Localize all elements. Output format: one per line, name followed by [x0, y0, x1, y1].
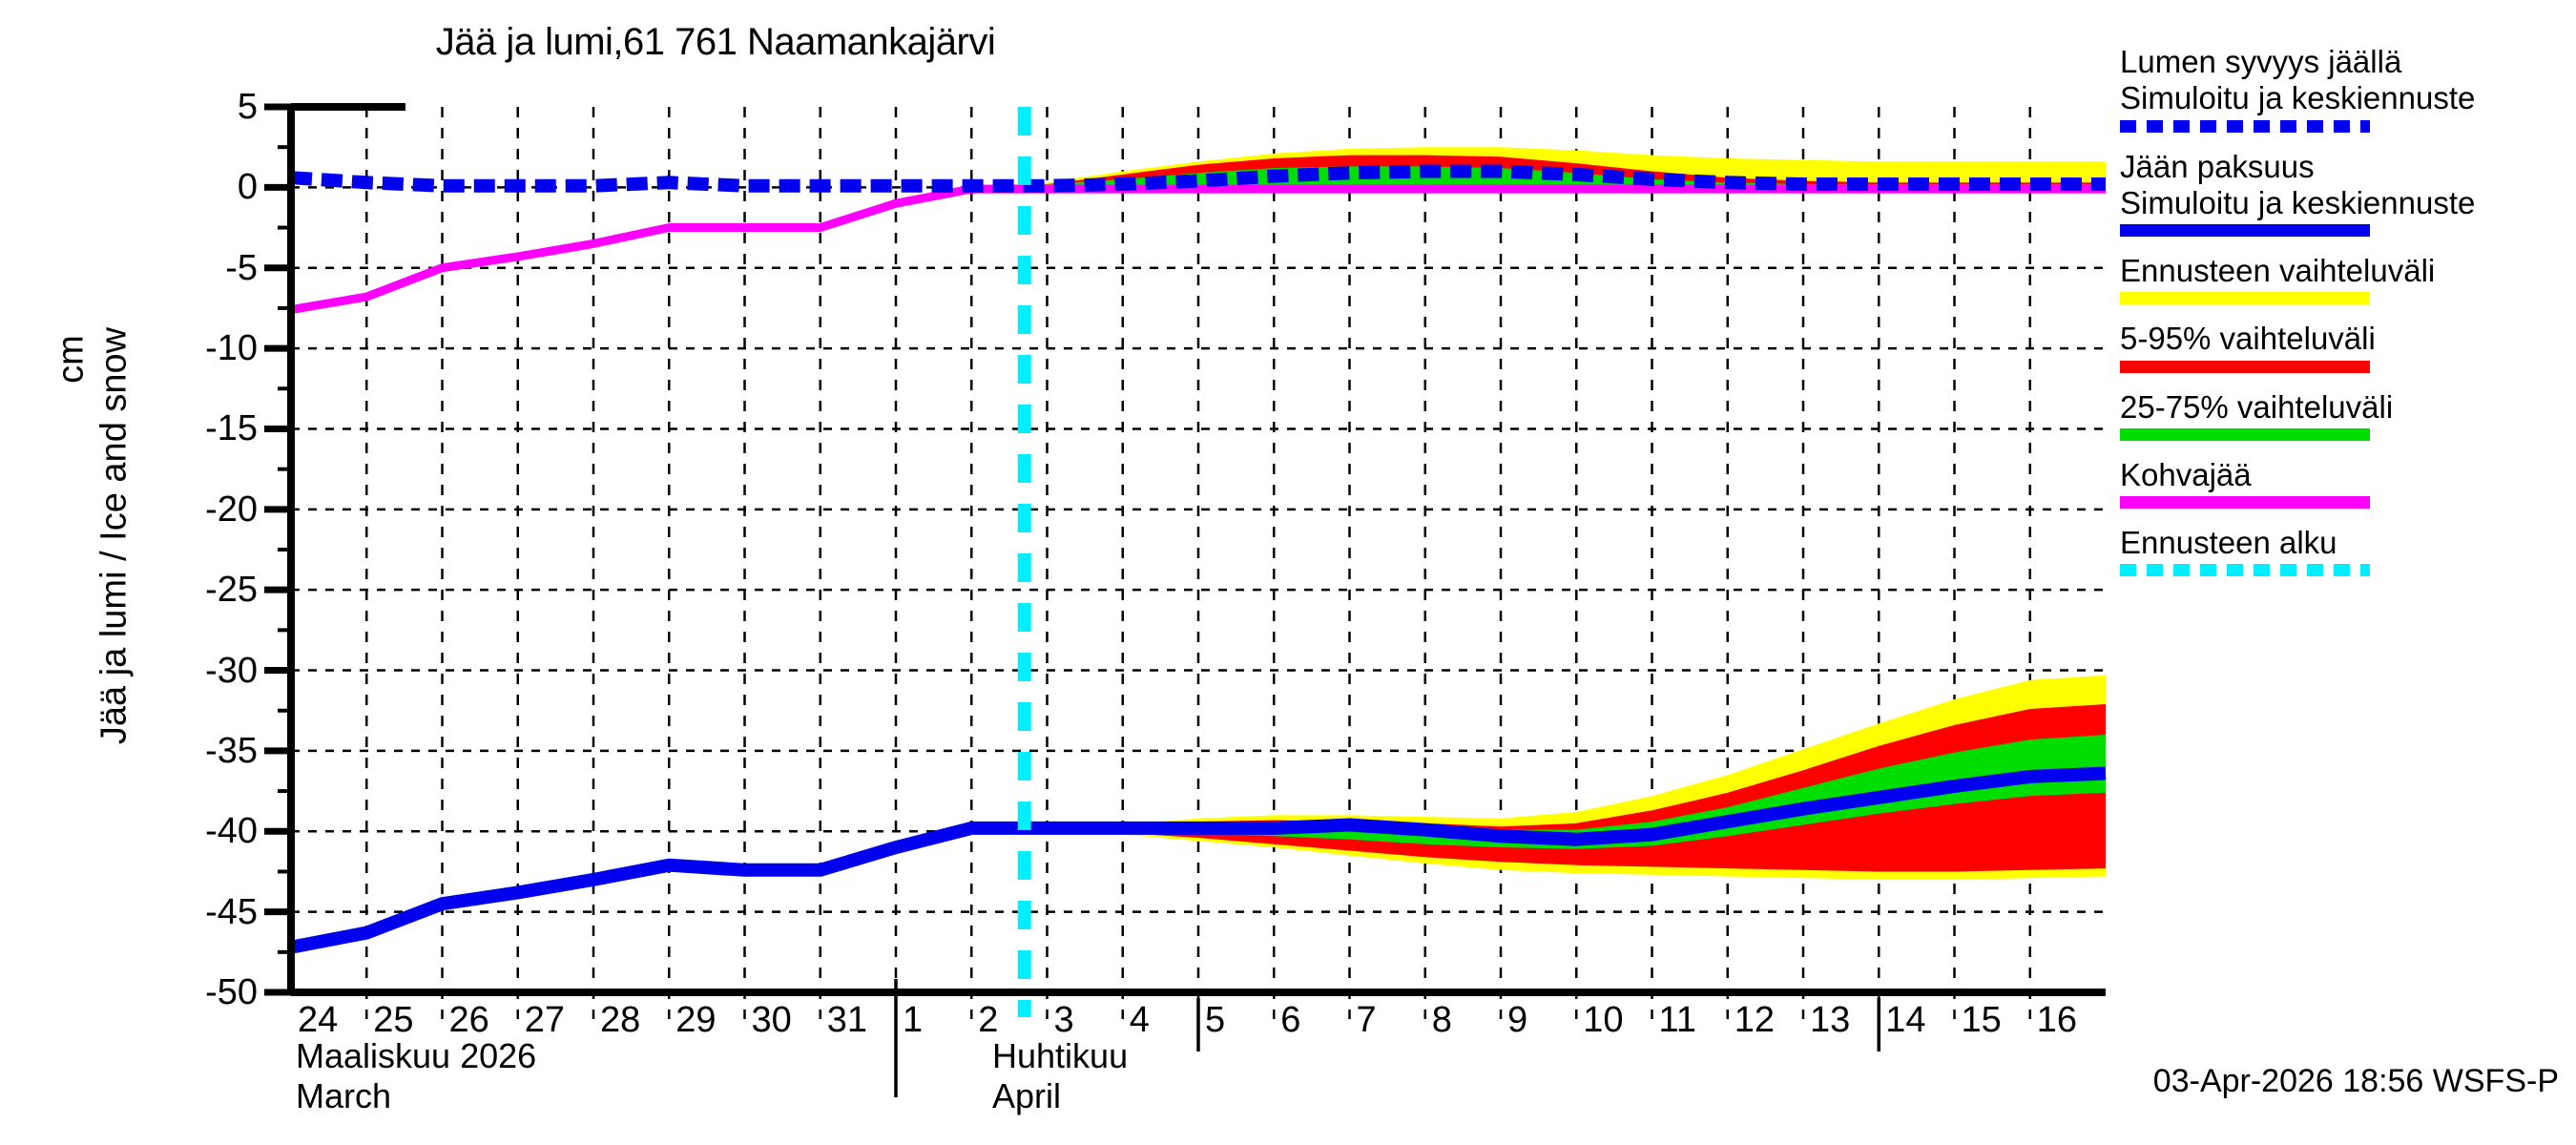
x-tick-label: 5 — [1205, 1000, 1226, 1040]
x-tick-label: 25 — [373, 1000, 414, 1040]
data-lines — [289, 164, 2107, 954]
legend-item-title: Ennusteen alku — [2120, 525, 2337, 561]
page-title: Jää ja lumi,61 761 Naamankajärvi — [435, 21, 996, 63]
legend-item-0[interactable]: Lumen syvyys jäällä Simuloitu ja keskienn… — [2120, 44, 2568, 133]
month-label-april-fi: Huhtikuu — [992, 1036, 1129, 1075]
x-tick-label: 27 — [524, 1000, 566, 1040]
x-tick-label: 11 — [1658, 1000, 1696, 1040]
month-label-april-en: April — [992, 1076, 1062, 1116]
legend-item-subtitle: Simuloitu ja keskiennuste — [2120, 80, 2476, 116]
legend-item-4[interactable]: 25-75% vaihteluväli — [2120, 389, 2568, 441]
x-tick-label: 10 — [1583, 1000, 1624, 1040]
ice-band-25-75 — [971, 735, 2106, 849]
legend-swatch-icon — [2120, 360, 2370, 373]
x-tick-label: 26 — [448, 1000, 489, 1040]
x-tick-label: 13 — [1810, 1000, 1851, 1040]
x-tick-label: 14 — [1885, 1000, 1926, 1040]
legend-item-5[interactable]: Kohvajää — [2120, 456, 2568, 510]
x-tick-label: 6 — [1280, 1000, 1301, 1040]
x-tick-label: 3 — [1053, 1000, 1074, 1040]
timestamp: 03-Apr-2026 18:56 WSFS-P — [2152, 1063, 2559, 1099]
y-tick-label: 0 — [237, 167, 258, 208]
month-label-march: Maaliskuu 2026 March — [296, 1036, 536, 1117]
x-tick-label: 28 — [600, 1000, 641, 1040]
x-tick-label: 16 — [2036, 1000, 2078, 1040]
x-tick-label: 8 — [1431, 1000, 1452, 1040]
month-label-march-en: March — [296, 1076, 392, 1116]
legend-item-1[interactable]: Jään paksuus Simuloitu ja keskiennuste — [2120, 149, 2568, 238]
legend-item-title: 25-75% vaihteluväli — [2120, 388, 2394, 425]
ice-band-outer — [971, 675, 2106, 880]
x-tick-label: 30 — [751, 1000, 792, 1040]
legend-item-title: 5-95% vaihteluväli — [2120, 321, 2376, 357]
legend-item-3[interactable]: 5-95% vaihteluväli — [2120, 321, 2568, 373]
x-tick-label: 24 — [298, 1000, 339, 1040]
snow-band-outer — [971, 147, 2106, 188]
month-label-march-fi: Maaliskuu 2026 — [296, 1036, 537, 1075]
x-tick-label: 7 — [1356, 1000, 1377, 1040]
x-tick-label: 12 — [1734, 1000, 1776, 1040]
y-tick-label: -10 — [205, 328, 258, 369]
legend-swatch-icon — [2120, 224, 2370, 238]
legend-swatch-icon — [2120, 427, 2370, 441]
y-tick-label: -50 — [205, 972, 258, 1012]
y-tick-label: -35 — [205, 730, 258, 771]
y-axis-unit: cm — [51, 335, 92, 384]
legend-item-title: Jään paksuus — [2120, 148, 2315, 184]
x-tick-label: 4 — [1129, 1000, 1150, 1040]
x-tick-label: 15 — [1961, 1000, 2002, 1040]
legend-item-2[interactable]: Ennusteen vaihteluväli — [2120, 253, 2568, 305]
kohvajaa-line — [290, 184, 2106, 315]
y-tick-label: -40 — [205, 811, 258, 852]
y-tick-label: -30 — [205, 650, 258, 691]
y-tick-label: 5 — [237, 87, 258, 127]
ice-thickness-line — [289, 766, 2107, 954]
y-tick-label: -5 — [225, 247, 258, 288]
y-tick-label: -25 — [205, 570, 258, 611]
legend: Lumen syvyys jäällä Simuloitu ja keskienn… — [2120, 44, 2568, 593]
x-tick-label: 1 — [903, 1000, 924, 1040]
legend-swatch-icon — [2120, 292, 2370, 305]
x-tick-label: 2 — [978, 1000, 999, 1040]
x-tick-label: 29 — [675, 1000, 717, 1040]
legend-item-subtitle: Simuloitu ja keskiennuste — [2120, 184, 2476, 220]
legend-item-title: Lumen syvyys jäällä — [2120, 44, 2402, 79]
y-tick-label: -15 — [205, 408, 258, 449]
legend-swatch-icon — [2120, 496, 2370, 510]
x-tick-label: 31 — [826, 1000, 868, 1040]
forecast-bands — [971, 147, 2106, 880]
axis-frame — [287, 103, 2106, 996]
legend-swatch-icon — [2120, 119, 2370, 133]
legend-swatch-icon — [2120, 564, 2370, 577]
legend-item-title: Ennusteen vaihteluväli — [2120, 253, 2436, 289]
legend-item-6[interactable]: Ennusteen alku — [2120, 525, 2568, 577]
legend-item-title: Kohvajää — [2120, 456, 2252, 492]
snow-band-25-75 — [971, 166, 2106, 188]
snow-depth-line — [290, 164, 2106, 193]
x-tick-label: 9 — [1507, 1000, 1528, 1040]
grid-lines — [264, 103, 2106, 1097]
snow-band-5-95 — [971, 155, 2106, 188]
y-tick-label: -45 — [205, 891, 258, 932]
month-label-april: Huhtikuu April — [992, 1036, 1128, 1117]
y-tick-label: -20 — [205, 489, 258, 530]
ice-band-5-95 — [971, 704, 2106, 872]
